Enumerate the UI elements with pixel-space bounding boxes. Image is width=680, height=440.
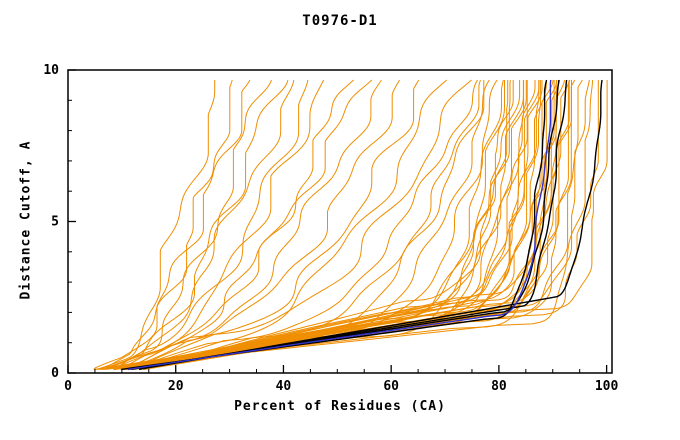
model-curve-orange bbox=[124, 80, 608, 370]
x-tick-label: 40 bbox=[276, 379, 292, 394]
model-curve-orange bbox=[123, 79, 571, 370]
model-curve-orange bbox=[115, 79, 504, 370]
model-curve-orange bbox=[125, 79, 420, 370]
model-curve-orange bbox=[96, 80, 216, 370]
model-curve-orange bbox=[94, 79, 566, 370]
model-curve-orange bbox=[103, 80, 542, 370]
model-curve-orange bbox=[93, 79, 594, 370]
model-curve-orange bbox=[93, 79, 251, 370]
model-curve-orange bbox=[144, 80, 543, 370]
model-curve-black bbox=[127, 79, 560, 371]
y-tick-label: 5 bbox=[51, 215, 59, 230]
model-curve-orange bbox=[101, 80, 524, 370]
model-curve-orange bbox=[114, 79, 309, 370]
model-curve-orange bbox=[119, 79, 373, 370]
x-tick-label: 20 bbox=[168, 379, 184, 394]
x-tick-label: 0 bbox=[64, 379, 72, 394]
model-curve-orange bbox=[130, 80, 540, 370]
model-curve-orange bbox=[102, 79, 325, 370]
model-curve-orange bbox=[127, 79, 478, 370]
model-curve-orange bbox=[125, 79, 401, 370]
x-tick-label: 100 bbox=[595, 379, 619, 394]
model-curve-black bbox=[121, 79, 548, 371]
model-curve-black bbox=[131, 79, 568, 371]
y-tick-label: 10 bbox=[43, 63, 59, 78]
model-curve-black bbox=[138, 79, 603, 371]
x-tick-label: 60 bbox=[383, 379, 399, 394]
model-curve-orange bbox=[123, 80, 505, 370]
model-curve-orange bbox=[114, 79, 554, 370]
chart-title: T0976-D1 bbox=[302, 13, 378, 29]
x-tick-label: 80 bbox=[491, 379, 507, 394]
model-curve-orange bbox=[102, 79, 272, 370]
model-curve-orange bbox=[126, 80, 514, 370]
y-axis-label: Distance Cutoff, A bbox=[18, 140, 34, 300]
model-curve-orange bbox=[133, 79, 472, 370]
model-curve-orange bbox=[113, 79, 382, 370]
model-curve-blue bbox=[127, 79, 552, 371]
model-curve-orange bbox=[142, 79, 590, 370]
model-curve-orange bbox=[128, 79, 448, 370]
model-curve-orange bbox=[122, 79, 355, 370]
model-curve-orange bbox=[143, 79, 481, 370]
y-tick-label: 0 bbox=[51, 366, 59, 381]
model-curve-orange bbox=[105, 79, 295, 370]
model-curve-orange bbox=[101, 79, 233, 370]
model-curve-orange bbox=[143, 79, 561, 370]
model-curve-orange bbox=[105, 79, 289, 370]
x-axis-label: Percent of Residues (CA) bbox=[234, 399, 446, 414]
model-curve-orange bbox=[128, 80, 509, 370]
